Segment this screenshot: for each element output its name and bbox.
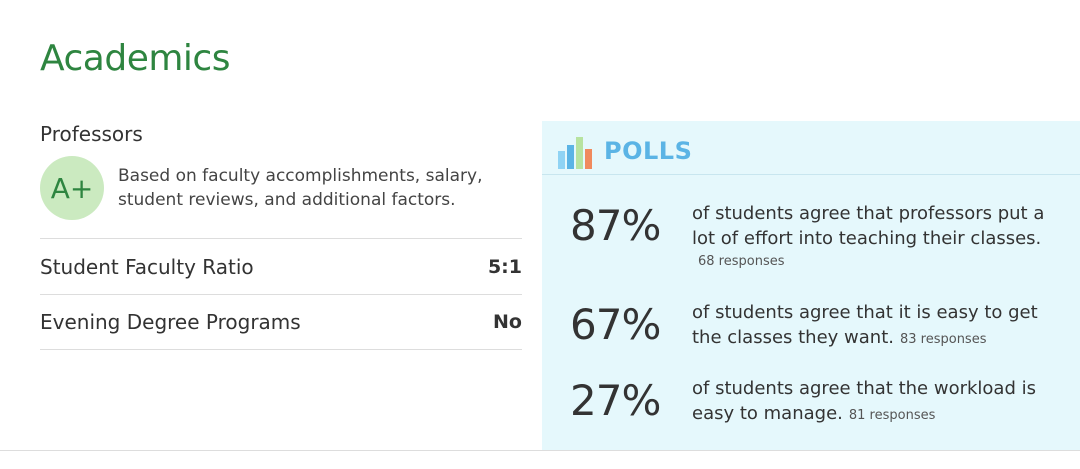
bar-chart-icon-bar (576, 136, 583, 169)
grade-description: Based on faculty accomplishments, salary… (118, 166, 483, 210)
poll-item: 27% of students agree that the workload … (542, 376, 1080, 446)
poll-responses: 81 responses (848, 408, 936, 423)
poll-text: of students agree that the workload is e… (692, 376, 1062, 428)
bar-chart-icon (558, 133, 594, 169)
stat-value: 5:1 (487, 255, 522, 278)
polls-title: POLLS (604, 136, 693, 165)
stat-row-evening-degree-programs: Evening Degree Programs No (40, 294, 522, 350)
poll-statement: of students agree that the workload is e… (692, 378, 1036, 424)
section-title: Academics (40, 38, 230, 79)
poll-item: 87% of students agree that professors pu… (542, 201, 1080, 271)
polls-header: POLLS (542, 121, 1080, 175)
stat-label: Evening Degree Programs (40, 310, 301, 334)
bar-chart-icon-bar (567, 144, 574, 169)
poll-statement: of students agree that professors put a … (692, 203, 1045, 249)
polls-panel: POLLS 87% of students agree that profess… (542, 121, 1080, 450)
poll-item: 67% of students agree that it is easy to… (542, 300, 1080, 370)
professors-heading: Professors (40, 122, 143, 146)
bar-chart-icon-bar (585, 148, 592, 169)
poll-text: of students agree that professors put a … (692, 201, 1062, 271)
bar-chart-icon-bar (558, 150, 565, 169)
poll-text: of students agree that it is easy to get… (692, 300, 1062, 352)
professors-grade-row: A+ Based on faculty accomplishments, sal… (40, 156, 522, 220)
grade-badge: A+ (40, 156, 104, 220)
poll-responses: 83 responses (899, 332, 987, 347)
poll-percent: 27% (570, 376, 661, 425)
stat-row-student-faculty-ratio: Student Faculty Ratio 5:1 (40, 238, 522, 294)
poll-statement: of students agree that it is easy to get… (692, 302, 1038, 348)
stat-value: No (493, 311, 522, 333)
poll-responses: 68 responses (698, 254, 785, 269)
poll-percent: 67% (570, 300, 661, 349)
stat-label: Student Faculty Ratio (40, 254, 254, 279)
poll-percent: 87% (570, 201, 661, 250)
professors-panel: Professors A+ Based on faculty accomplis… (40, 122, 522, 350)
bottom-divider (0, 450, 1080, 451)
